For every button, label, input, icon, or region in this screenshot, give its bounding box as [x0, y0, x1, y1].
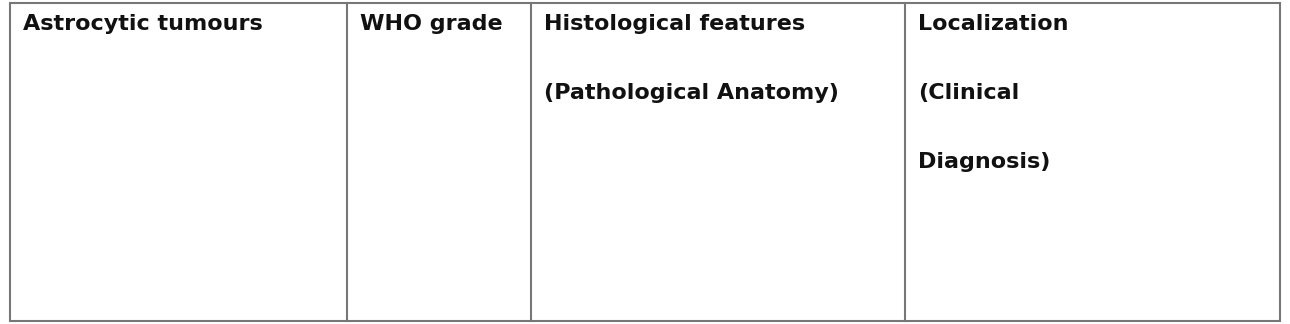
Text: Astrocytic tumours: Astrocytic tumours: [23, 14, 263, 34]
Text: Histological features

(Pathological Anatomy): Histological features (Pathological Anat…: [543, 14, 838, 103]
Text: Localization

(Clinical

Diagnosis): Localization (Clinical Diagnosis): [918, 14, 1068, 171]
Text: WHO grade: WHO grade: [360, 14, 502, 34]
